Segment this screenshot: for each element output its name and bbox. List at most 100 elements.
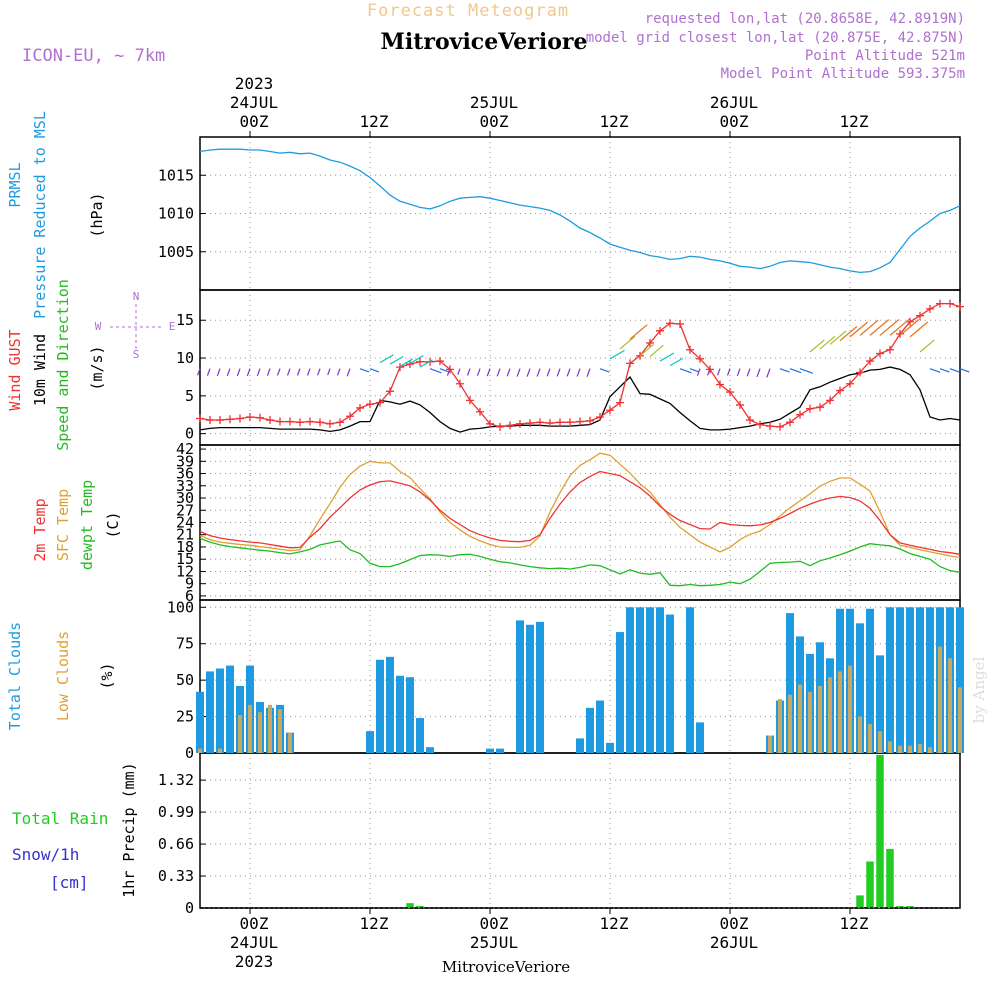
wind-arrow <box>216 368 221 377</box>
total-cloud-bar <box>376 659 384 753</box>
station-title: MitroviceVeriore <box>381 29 588 55</box>
gust-marker <box>206 416 214 425</box>
wind-arrow <box>419 359 433 368</box>
total-cloud-bar <box>876 655 884 753</box>
total-cloud-bar <box>646 607 654 753</box>
wind-arrow <box>909 321 929 338</box>
snow-unit: [cm] <box>50 873 89 892</box>
wind-arrow <box>506 368 511 377</box>
gust-marker <box>596 413 604 422</box>
time-label-bottom: 12Z <box>840 914 869 933</box>
y-tick-label: 1010 <box>158 205 194 223</box>
total-cloud-bar <box>206 671 214 753</box>
temp-line <box>199 470 961 555</box>
wind-arrow <box>476 368 481 376</box>
wind-arrow <box>399 358 413 367</box>
low-cloud-bar <box>268 704 272 753</box>
requested-coords: requested lon,lat (20.8658E, 42.8919N) <box>645 11 965 27</box>
total-cloud-bar <box>856 623 864 753</box>
wind-arrow <box>337 368 341 376</box>
y-tick-label: 0 <box>185 425 194 443</box>
gust-marker <box>506 421 514 430</box>
gust-marker <box>736 400 744 409</box>
total-cloud-bar <box>496 748 504 753</box>
gust-marker <box>396 363 404 372</box>
wind-arrow <box>226 368 231 377</box>
wind-arrow <box>849 321 869 338</box>
gust-marker <box>776 422 784 431</box>
gust-marker <box>276 417 284 426</box>
wind-arrow <box>276 368 281 376</box>
time-label-bottom: 25JUL <box>470 933 518 952</box>
rain-bar <box>866 861 874 908</box>
time-label-bottom: 26JUL <box>710 933 758 952</box>
low-cloud-bar <box>808 691 812 753</box>
wind-arrow <box>919 339 935 353</box>
time-label-bottom: 24JUL <box>230 933 278 952</box>
wind-arrow <box>236 368 241 377</box>
gust-marker <box>906 317 914 326</box>
gust-marker <box>926 304 934 313</box>
y-tick-label: 0 <box>185 899 194 917</box>
wind-arrow <box>439 368 450 373</box>
low-cloud-bar <box>918 744 922 753</box>
gust-marker <box>346 412 354 421</box>
total-cloud-bar <box>956 607 964 753</box>
y-tick-label: 1005 <box>158 243 194 261</box>
wind-arrow <box>516 368 521 377</box>
low-clouds-label: Low Clouds <box>54 631 72 721</box>
model-label: ICON-EU, ~ 7km <box>22 46 165 66</box>
low-cloud-bar <box>788 694 792 753</box>
gust-marker <box>616 398 624 407</box>
low-cloud-bar <box>888 741 892 753</box>
wind-arrow <box>466 368 471 376</box>
wind-arrow <box>457 368 461 375</box>
rain-bar <box>876 754 884 908</box>
total-cloud-bar <box>786 613 794 753</box>
wind-arrow <box>756 368 761 378</box>
wind-arrow <box>679 368 692 374</box>
gust-marker <box>356 403 364 412</box>
wind-arrow <box>639 343 654 357</box>
total-cloud-bar <box>686 607 694 753</box>
y-tick-label: 75 <box>176 635 194 653</box>
gust-marker <box>586 416 594 425</box>
time-label-top: 12Z <box>600 112 629 131</box>
wind-arrow <box>696 368 701 376</box>
y-tick-label: 12 <box>176 562 194 580</box>
time-label-bottom: 2023 <box>235 952 274 971</box>
y-tick-label: 100 <box>167 598 194 616</box>
gust-marker <box>696 354 704 363</box>
low-cloud-bar <box>928 747 932 753</box>
wind-arrow <box>929 368 941 373</box>
low-cloud-bar <box>958 687 962 753</box>
compass-s: S <box>133 348 140 361</box>
wind-arrow <box>689 368 700 373</box>
gust-marker <box>916 311 924 320</box>
low-cloud-bar <box>908 745 912 753</box>
gust-marker <box>656 326 664 335</box>
y-tick-label: 50 <box>176 671 194 689</box>
pressure-label: PRMSL <box>6 162 24 207</box>
gust-marker <box>246 413 254 422</box>
panels: 1005101010150510156912151821242730333639… <box>6 74 970 971</box>
total-cloud-bar <box>216 668 224 753</box>
gust-marker <box>716 380 724 389</box>
total-cloud-bar <box>226 665 234 753</box>
gust-marker <box>876 349 884 358</box>
wind-arrow <box>859 319 879 336</box>
y-tick-label: 18 <box>176 538 194 556</box>
y-tick-label: 0.99 <box>158 803 194 821</box>
y-tick-label: 15 <box>176 550 194 568</box>
wind-arrow <box>869 319 890 336</box>
wind-arrow <box>369 368 380 373</box>
wind-arrow <box>546 368 551 377</box>
gust-marker <box>406 360 414 369</box>
pressure-sub-label: Pressure Reduced to MSL <box>31 111 49 319</box>
wind-arrow <box>536 368 541 377</box>
time-label-top: 00Z <box>480 112 509 131</box>
wind-label: 10m Wind <box>31 334 49 406</box>
sfc-temp-line <box>199 452 961 559</box>
rain-label: Total Rain <box>12 809 108 828</box>
total-cloud-bar <box>926 607 934 753</box>
